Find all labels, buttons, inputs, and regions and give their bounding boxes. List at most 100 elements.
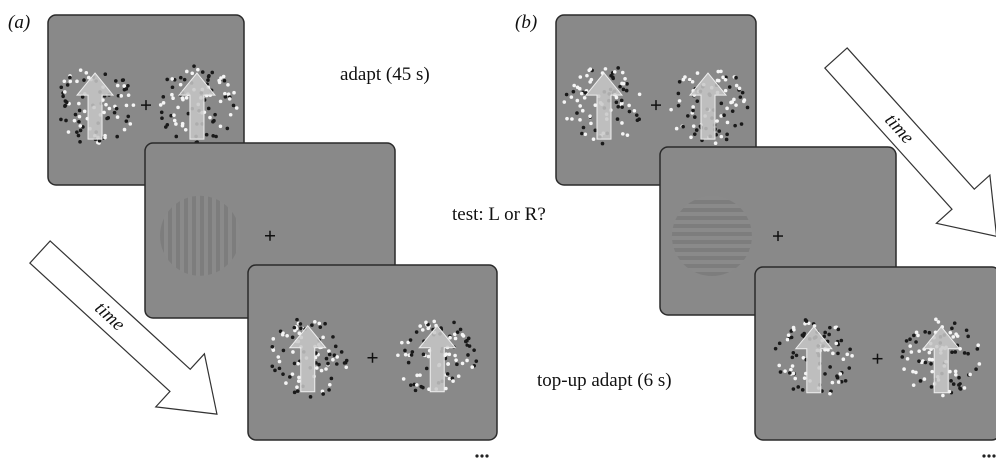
dot xyxy=(734,103,738,107)
dot xyxy=(400,341,404,345)
dot xyxy=(937,320,941,324)
dot xyxy=(73,119,77,123)
dot xyxy=(183,78,187,82)
dot xyxy=(317,322,321,326)
dot xyxy=(791,356,795,360)
dot xyxy=(425,367,429,371)
dot xyxy=(948,331,952,335)
dot xyxy=(324,367,328,371)
dot xyxy=(837,380,841,384)
dot xyxy=(79,68,83,72)
dot xyxy=(226,127,230,131)
dot xyxy=(448,353,452,357)
dot xyxy=(620,99,624,103)
dot xyxy=(924,361,928,365)
dot xyxy=(75,130,79,134)
dot xyxy=(160,110,164,114)
dot xyxy=(827,333,831,337)
dot xyxy=(695,128,699,132)
dot xyxy=(615,96,619,100)
dot xyxy=(214,135,218,139)
dot xyxy=(956,334,960,338)
dot xyxy=(320,369,324,373)
dot xyxy=(836,328,840,332)
dot xyxy=(928,331,932,335)
ellipsis xyxy=(475,454,995,457)
dot xyxy=(456,330,460,334)
dot xyxy=(278,367,282,371)
dot xyxy=(834,342,838,346)
dot xyxy=(212,119,216,123)
dot xyxy=(916,334,920,338)
dot xyxy=(910,350,914,354)
dot xyxy=(472,348,476,352)
dot xyxy=(466,353,470,357)
dot xyxy=(635,113,639,117)
dot xyxy=(219,125,223,129)
dot xyxy=(295,318,299,322)
dot xyxy=(801,333,805,337)
dot xyxy=(291,372,295,376)
dot xyxy=(625,82,629,86)
dot xyxy=(171,85,175,89)
dot xyxy=(963,386,967,390)
dot xyxy=(296,362,300,366)
dot xyxy=(282,349,286,353)
dot xyxy=(299,327,303,331)
dot xyxy=(714,141,718,145)
dot xyxy=(126,84,130,88)
dot xyxy=(165,78,169,82)
dot xyxy=(828,326,832,330)
dot xyxy=(125,104,129,108)
dot xyxy=(102,111,106,115)
dot xyxy=(446,372,450,376)
dot xyxy=(840,339,844,343)
dot xyxy=(170,93,174,97)
dot xyxy=(454,358,458,362)
dot xyxy=(628,110,632,114)
dot xyxy=(106,116,110,120)
dot xyxy=(616,105,620,109)
dot xyxy=(59,118,63,122)
dot xyxy=(965,328,969,332)
dot xyxy=(291,350,295,354)
dot xyxy=(432,320,436,324)
dot xyxy=(410,353,414,357)
dot xyxy=(941,394,945,398)
dot xyxy=(968,373,972,377)
dot xyxy=(953,350,957,354)
dot xyxy=(75,80,79,84)
dot xyxy=(465,359,469,363)
dot xyxy=(176,106,180,110)
dot xyxy=(929,362,933,366)
dot xyxy=(570,117,574,121)
dot xyxy=(404,353,408,357)
dot xyxy=(273,369,277,373)
dot xyxy=(636,118,640,122)
dot xyxy=(720,102,724,106)
dot xyxy=(77,134,81,138)
dot xyxy=(459,328,463,332)
dot xyxy=(966,335,970,339)
dot xyxy=(576,99,580,103)
dot xyxy=(331,335,335,339)
dot xyxy=(835,374,839,378)
dot xyxy=(589,67,593,71)
dot xyxy=(681,125,685,129)
dot xyxy=(633,109,637,113)
dot xyxy=(930,370,934,374)
dot xyxy=(585,74,589,78)
dot xyxy=(954,373,958,377)
dot xyxy=(172,113,176,117)
dot xyxy=(783,369,787,373)
dot xyxy=(179,76,183,80)
dot xyxy=(474,359,478,363)
dot xyxy=(190,71,194,75)
dot xyxy=(728,85,732,89)
dot xyxy=(415,383,419,387)
dot xyxy=(132,103,136,107)
dot xyxy=(185,96,189,100)
dot xyxy=(451,379,455,383)
dot xyxy=(604,67,608,71)
dot xyxy=(207,107,211,111)
